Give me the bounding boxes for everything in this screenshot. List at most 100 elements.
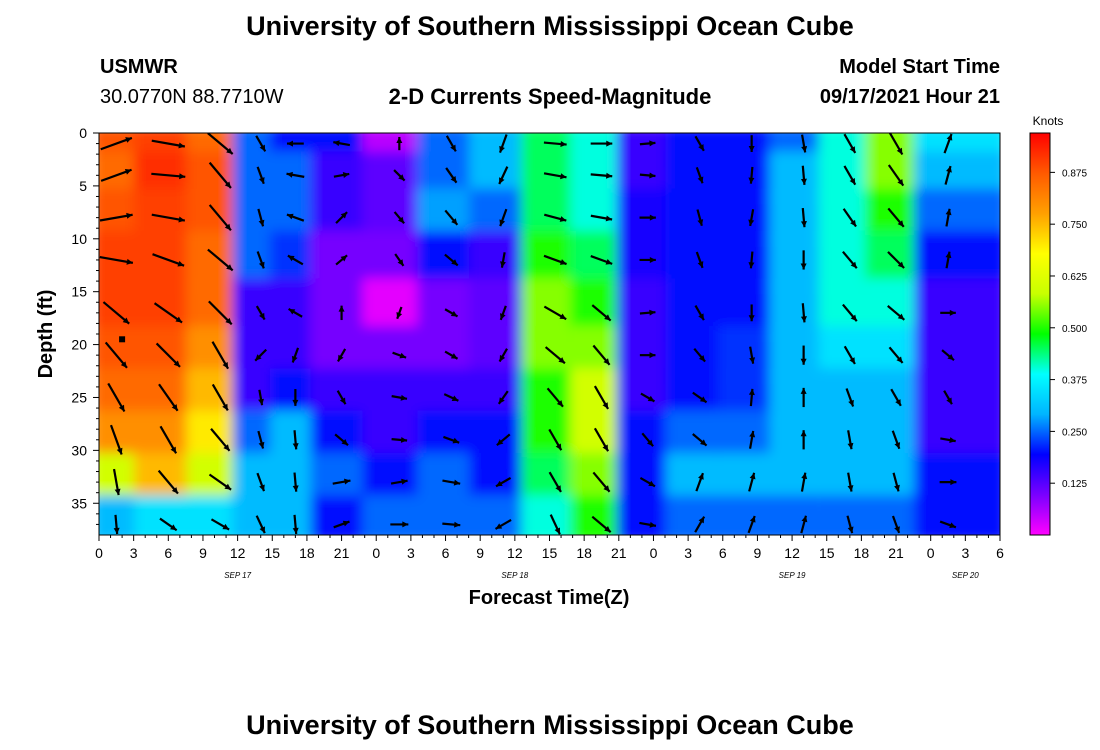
heat-cell bbox=[914, 495, 1000, 535]
current-arrow bbox=[748, 304, 755, 322]
x-tick-label: 6 bbox=[996, 545, 1004, 561]
current-arrow bbox=[157, 469, 179, 495]
current-arrow bbox=[257, 208, 265, 227]
current-arrow bbox=[159, 517, 178, 532]
current-arrow bbox=[254, 348, 268, 362]
model-start-label: Model Start Time bbox=[839, 56, 1000, 78]
x-tick-label: 15 bbox=[542, 545, 558, 561]
x-tick-label: 9 bbox=[754, 545, 762, 561]
current-arrow bbox=[891, 430, 901, 450]
current-arrow bbox=[255, 135, 267, 152]
x-axis-label: Forecast Time(Z) bbox=[469, 587, 630, 609]
colorbar-tick-label: 0.500 bbox=[1062, 324, 1087, 335]
current-arrow bbox=[639, 214, 656, 221]
y-tick-label: 5 bbox=[79, 178, 87, 194]
current-arrow bbox=[592, 344, 611, 366]
x-tick-label: 6 bbox=[442, 545, 450, 561]
current-arrow bbox=[593, 385, 610, 410]
marker-point bbox=[119, 336, 126, 343]
current-arrow bbox=[390, 478, 408, 485]
current-arrow bbox=[800, 207, 807, 228]
current-arrow bbox=[800, 134, 808, 153]
x-tick-label: 9 bbox=[199, 545, 207, 561]
current-arrow bbox=[208, 473, 232, 491]
current-arrow bbox=[890, 388, 902, 407]
x-axis: 0 3 6 9 12 15 18 21 0 3 6 9 12 15 18 21 0 3 6 9 12 15 18 21 0 3 6 S… bbox=[95, 535, 1004, 580]
current-arrow bbox=[151, 213, 186, 223]
x-tick-label: 18 bbox=[854, 545, 870, 561]
current-arrow bbox=[940, 437, 956, 444]
station-name: USMWR bbox=[100, 56, 178, 78]
current-arrow bbox=[211, 383, 229, 412]
current-arrow bbox=[800, 165, 807, 185]
current-arrow bbox=[113, 514, 120, 535]
current-arrow bbox=[332, 478, 351, 485]
current-arrow bbox=[941, 349, 955, 362]
x-tick-label: 3 bbox=[961, 545, 969, 561]
current-arrow bbox=[158, 383, 179, 412]
current-arrow bbox=[945, 251, 952, 269]
current-arrow bbox=[749, 346, 756, 364]
current-arrow bbox=[445, 167, 458, 184]
current-arrow bbox=[887, 164, 905, 187]
current-arrow bbox=[546, 387, 564, 408]
current-arrow bbox=[292, 389, 299, 406]
current-arrow bbox=[696, 209, 704, 227]
current-arrow bbox=[102, 301, 130, 325]
current-arrow bbox=[335, 254, 348, 266]
vector-arrows bbox=[99, 133, 957, 535]
current-arrow bbox=[692, 391, 708, 404]
x-tick-label: 12 bbox=[230, 545, 246, 561]
current-arrow bbox=[286, 140, 304, 147]
current-arrow bbox=[543, 305, 567, 321]
x-tick-label: 18 bbox=[576, 545, 592, 561]
y-axis-label: Depth (ft) bbox=[35, 290, 57, 379]
current-arrow bbox=[444, 350, 459, 360]
x-tick-label: 3 bbox=[130, 545, 138, 561]
current-arrow bbox=[445, 135, 457, 152]
x-tick-label: 0 bbox=[650, 545, 658, 561]
current-arrow bbox=[639, 476, 656, 488]
current-arrow bbox=[887, 207, 905, 228]
current-arrow bbox=[498, 166, 509, 185]
current-arrow bbox=[800, 303, 807, 323]
current-arrow bbox=[256, 251, 265, 269]
x-tick-label: 0 bbox=[927, 545, 935, 561]
current-arrow bbox=[590, 172, 613, 179]
current-arrow bbox=[695, 472, 704, 492]
current-arrow bbox=[494, 518, 512, 530]
y-tick-label: 25 bbox=[71, 389, 87, 405]
current-arrow bbox=[845, 388, 855, 407]
current-arrow bbox=[391, 436, 408, 443]
colorbar-tick-label: 0.125 bbox=[1062, 479, 1087, 490]
current-arrow bbox=[208, 300, 233, 326]
current-arrow bbox=[211, 341, 230, 370]
current-arrow bbox=[104, 341, 128, 369]
colorbar-units: Knots bbox=[1033, 114, 1064, 128]
colorbar-tick-label: 0.250 bbox=[1062, 427, 1087, 438]
current-arrow bbox=[590, 140, 613, 147]
current-arrow bbox=[943, 133, 953, 154]
y-axis: 0 5 10 15 20 25 30 35 bbox=[71, 125, 99, 525]
current-arrow bbox=[151, 172, 186, 180]
current-arrow bbox=[694, 516, 706, 533]
current-arrow bbox=[892, 472, 900, 492]
current-arrow bbox=[842, 303, 858, 322]
current-arrow bbox=[396, 136, 403, 151]
current-arrow bbox=[255, 305, 266, 321]
current-arrow bbox=[336, 390, 347, 405]
date-label: SEP 17 bbox=[224, 571, 251, 580]
y-tick-label: 15 bbox=[71, 284, 87, 300]
current-arrow bbox=[109, 424, 123, 455]
colorbar-tick-label: 0.375 bbox=[1062, 376, 1087, 387]
current-arrow bbox=[333, 140, 351, 147]
current-arrow bbox=[286, 213, 305, 222]
current-arrow bbox=[333, 172, 350, 178]
page-title: University of Southern Mississippi Ocean… bbox=[246, 11, 854, 41]
current-arrow bbox=[543, 172, 567, 180]
current-arrow bbox=[591, 304, 612, 322]
current-arrow bbox=[847, 472, 854, 492]
current-arrow bbox=[210, 518, 230, 531]
current-arrow bbox=[694, 305, 705, 321]
current-arrow bbox=[257, 430, 265, 449]
